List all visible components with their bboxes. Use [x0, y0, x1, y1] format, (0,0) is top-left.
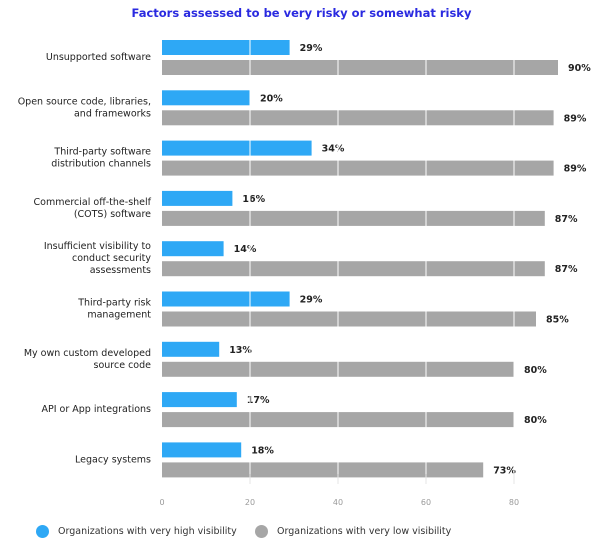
bar-high-0	[162, 40, 290, 55]
category-label-2-line-1: distribution channels	[51, 159, 151, 170]
category-label-4-line-1: conduct security	[72, 253, 151, 264]
bar-low-1	[162, 110, 554, 126]
x-tick-label-20: 20	[245, 498, 255, 507]
bar-high-2	[162, 140, 312, 156]
value-label-low-8: 73%	[493, 465, 516, 476]
bar-high-6	[162, 341, 220, 357]
legend-label-high: Organizations with very high visibility	[58, 525, 237, 537]
value-label-low-5: 85%	[546, 315, 569, 326]
value-label-low-0: 90%	[568, 63, 591, 74]
value-label-high-6: 13%	[229, 345, 252, 356]
category-label-2-line-0: Third-party software	[53, 147, 151, 158]
category-label-6-line-0: My own custom developed	[24, 348, 151, 359]
value-label-low-6: 80%	[524, 365, 547, 376]
category-label-7-line-0: API or App integrations	[41, 404, 151, 415]
bar-low-2	[162, 160, 554, 176]
value-label-high-4: 14%	[234, 244, 257, 255]
bar-high-8	[162, 442, 242, 458]
bar-high-5	[162, 291, 290, 307]
bar-high-7	[162, 392, 237, 408]
bar-low-3	[162, 210, 545, 226]
bar-low-8	[162, 462, 484, 478]
category-label-3-line-1: (COTS) software	[74, 209, 151, 220]
value-label-low-7: 80%	[524, 415, 547, 426]
value-label-high-2: 34%	[322, 144, 345, 155]
bar-low-0	[162, 60, 558, 75]
category-label-6-line-1: source code	[94, 360, 152, 371]
x-tick-label-80: 80	[509, 498, 519, 507]
bar-high-4	[162, 241, 224, 257]
category-label-4-line-0: Insufficient visibility to	[44, 241, 151, 252]
value-label-low-1: 89%	[564, 113, 587, 124]
legend-item-high: Organizations with very high visibility	[36, 523, 237, 539]
x-tick-label-40: 40	[333, 498, 343, 507]
legend-label-low: Organizations with very low visibility	[277, 525, 452, 537]
bar-low-4	[162, 261, 545, 277]
category-label-8-line-0: Legacy systems	[75, 454, 151, 465]
value-label-high-0: 29%	[300, 43, 323, 54]
category-label-5-line-0: Third-party risk	[77, 298, 151, 309]
legend-swatch-blue-icon	[36, 524, 49, 538]
value-label-high-8: 18%	[251, 445, 274, 456]
value-label-high-3: 16%	[242, 194, 265, 205]
category-label-1-line-0: Open source code, libraries,	[18, 96, 151, 107]
x-tick-label-0: 0	[159, 498, 164, 507]
value-label-low-4: 87%	[555, 264, 578, 275]
value-label-high-5: 29%	[300, 295, 323, 306]
x-tick-label-60: 60	[421, 498, 431, 507]
legend-item-low: Organizations with very low visibility	[255, 523, 451, 539]
category-label-0-line-0: Unsupported software	[46, 52, 151, 63]
value-label-high-1: 20%	[260, 93, 283, 104]
bar-high-1	[162, 90, 250, 106]
legend-swatch-gray-icon	[255, 524, 268, 538]
chart-title: Factors assessed to be very risky or som…	[131, 6, 472, 20]
value-label-low-2: 89%	[564, 164, 587, 175]
category-label-5-line-1: management	[87, 310, 151, 321]
category-label-3-line-0: Commercial off-the-shelf	[34, 197, 152, 208]
bar-low-5	[162, 311, 536, 327]
value-label-low-3: 87%	[555, 214, 578, 225]
bar-high-3	[162, 190, 233, 206]
value-label-high-7: 17%	[247, 395, 270, 406]
category-label-4-line-2: assessments	[90, 265, 151, 276]
category-label-1-line-1: and frameworks	[74, 108, 151, 119]
